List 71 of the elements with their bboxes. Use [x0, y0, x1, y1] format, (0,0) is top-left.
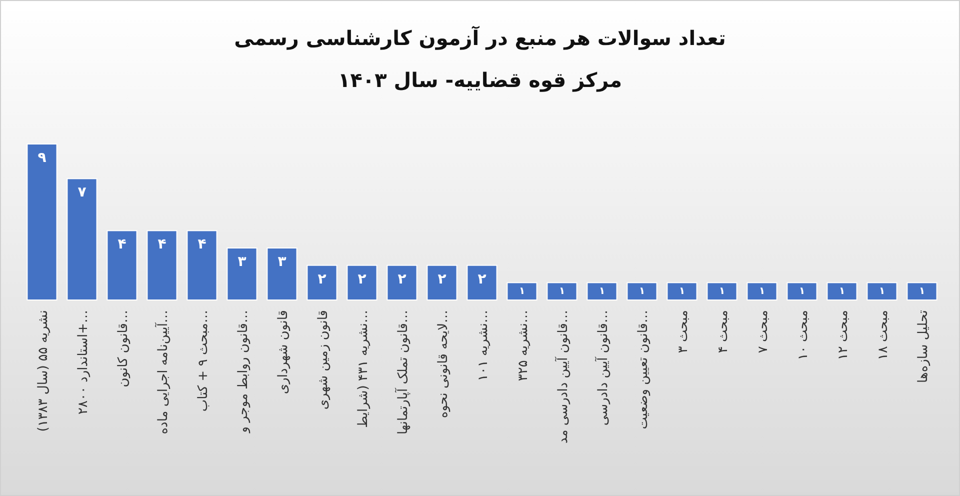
x-tick-label: نشریه ۱۰۱…	[476, 310, 491, 382]
x-tick-label: نشریه ۵۵ (سال ۱۳۸۳)	[36, 310, 51, 432]
bar	[346, 264, 378, 300]
x-tick-label: قانون آیین دادرسی مد…	[554, 310, 571, 444]
x-tick-label: استاندارد ۲۸۰۰+…	[76, 310, 91, 414]
bar	[426, 264, 458, 300]
x-tick-label: مبحث ۱۲	[836, 310, 851, 360]
data-label: ۴	[198, 236, 207, 253]
data-label: ۲	[438, 271, 447, 288]
x-tick-label: قانون روابط موجر و…	[236, 310, 251, 434]
data-label: ۱	[878, 286, 886, 297]
bar	[706, 282, 738, 300]
bar	[546, 282, 578, 300]
chart-title: تعداد سوالات هر منبع در آزمون کارشناسی رسمی	[234, 25, 726, 50]
chart-subtitle: مرکز قوه قضاییه- سال ۱۴۰۳	[338, 68, 622, 92]
bar	[906, 282, 938, 300]
bar	[226, 248, 258, 300]
data-label: ۱	[918, 286, 926, 297]
data-label: ۴	[158, 236, 167, 253]
data-label: ۲	[318, 271, 327, 288]
bar	[146, 230, 178, 300]
x-tick-label: قانون آیین دادرسی…	[594, 310, 611, 426]
bar	[826, 282, 858, 300]
x-tick-label: مبحث ۱۸	[876, 310, 891, 360]
bar	[626, 282, 658, 300]
data-label: ۱	[798, 286, 806, 297]
x-tick-label: مبحث ۳	[676, 310, 691, 354]
bar	[66, 178, 98, 300]
bar	[106, 230, 138, 300]
x-tick-label: مبحث ۴	[716, 310, 731, 354]
bar	[786, 282, 818, 300]
x-tick-label: مبحث ۹ + کتاب…	[196, 310, 211, 412]
x-tick-label: لایحه قانونی نحوه…	[436, 310, 451, 418]
data-label: ۱	[518, 286, 526, 297]
data-label: ۱	[678, 286, 686, 297]
bar	[746, 282, 778, 300]
data-label: ۱	[558, 286, 566, 297]
data-label: ۴	[118, 236, 127, 253]
x-tick-label: قانون کانون…	[116, 310, 131, 388]
bar	[866, 282, 898, 300]
bar	[506, 282, 538, 300]
x-tick-label: مبحث ۱۰	[796, 310, 811, 360]
x-tick-label: آیین‌نامه اجرایی ماده…	[154, 310, 171, 434]
x-tick-label: مبحث ۷	[756, 310, 771, 354]
data-label: ۲	[478, 271, 487, 288]
bar	[586, 282, 618, 300]
data-label: ۲	[358, 271, 367, 288]
x-tick-label: قانون زمین شهری	[316, 310, 331, 410]
data-label: ۹	[38, 150, 47, 166]
bar	[666, 282, 698, 300]
data-label: ۲	[398, 271, 407, 288]
bar	[26, 144, 58, 300]
x-tick-label: قانون تعیین وضعیت…	[636, 310, 651, 430]
data-label: ۳	[278, 254, 287, 270]
bar	[266, 248, 298, 300]
data-label: ۱	[638, 286, 646, 297]
x-tick-label: قانون شهرداری	[276, 310, 291, 394]
bar	[186, 230, 218, 300]
data-label: ۳	[238, 254, 247, 270]
bar	[386, 264, 418, 300]
x-tick-label: نشریه ۳۲۵…	[516, 310, 531, 382]
x-tick-label: تحلیل سازه‌ها	[916, 310, 931, 383]
data-label: ۱	[718, 286, 726, 297]
data-label: ۱	[598, 286, 606, 297]
x-tick-label: قانون تملک آپارتمانها…	[394, 310, 411, 435]
x-tick-label: نشریه ۴۳۱ (شرایط…	[356, 310, 371, 428]
data-label: ۷	[78, 184, 87, 201]
bar	[306, 264, 338, 300]
data-label: ۱	[838, 286, 846, 297]
bar	[466, 264, 498, 300]
data-label: ۱	[758, 286, 766, 297]
